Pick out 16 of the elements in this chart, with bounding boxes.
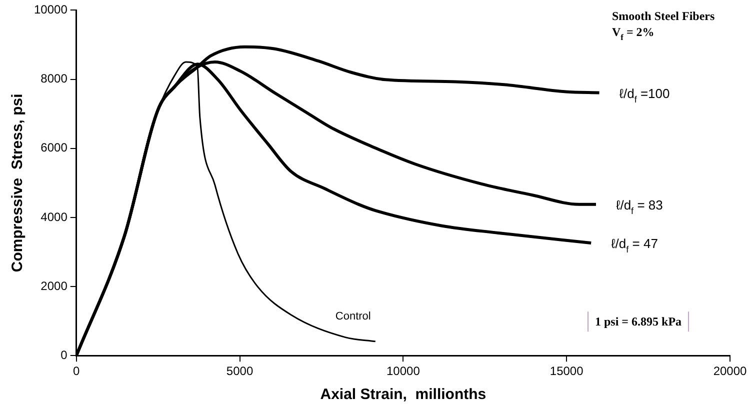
y-tick-label: 10000 <box>34 2 68 17</box>
y-axis-title: Compressive Stress, psi <box>9 94 26 272</box>
annotation: Smooth Steel Fibers <box>612 9 715 23</box>
x-tick-label: 0 <box>73 364 80 378</box>
annotation: 1 psi = 6.895 kPa <box>595 314 682 329</box>
x-tick-label: 15000 <box>550 364 584 378</box>
x-tick-label: 10000 <box>386 364 420 378</box>
x-tick-label: 5000 <box>226 364 254 378</box>
y-tick-label: 4000 <box>40 210 68 224</box>
y-tick-label: 8000 <box>40 72 68 86</box>
x-tick-label: 20000 <box>713 364 748 378</box>
x-axis-title: Axial Strain, millionths <box>320 386 486 404</box>
y-tick-label: 6000 <box>40 140 68 155</box>
y-tick-label: 2000 <box>40 278 68 293</box>
y-tick-label: 0 <box>60 348 68 362</box>
series-label: Control <box>335 310 371 322</box>
